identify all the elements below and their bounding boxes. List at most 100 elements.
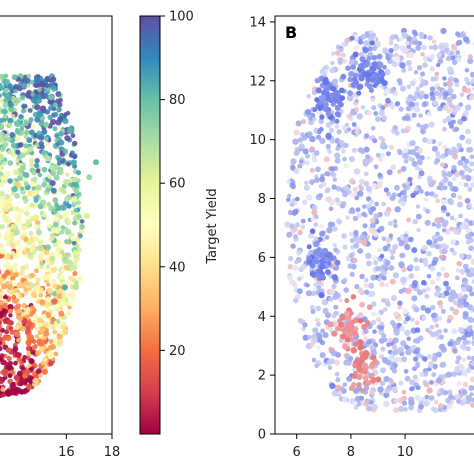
panel-b-cluster-point: [372, 83, 378, 88]
panel-b-x-ticks: 6 8 10: [293, 434, 413, 460]
panel-b-point: [375, 152, 381, 158]
panel-b-point: [397, 346, 404, 353]
panel-b-point: [357, 39, 364, 45]
panel-b-point: [380, 152, 385, 158]
panel-a-point: [27, 286, 32, 292]
panel-a-point: [52, 329, 58, 335]
panel-a-point: [61, 213, 68, 221]
panel-b-point: [433, 193, 439, 199]
panel-b-point: [311, 357, 317, 363]
panel-b-point: [468, 245, 474, 252]
panel-b-point: [388, 353, 395, 360]
panel-b-point: [425, 208, 431, 214]
panel-b-point: [399, 196, 404, 201]
panel-b-point: [426, 274, 432, 279]
panel-a-point: [27, 254, 34, 260]
panel-b-point: [371, 301, 377, 307]
panel-b-point: [447, 341, 453, 347]
panel-a-point: [3, 73, 9, 79]
panel-b-point: [466, 332, 472, 338]
panel-b-point: [454, 148, 460, 154]
panel-a-point: [0, 196, 1, 200]
panel-b-point: [433, 159, 439, 165]
panel-b-point: [388, 40, 394, 46]
panel-b-point: [284, 221, 291, 228]
panel-b-point: [456, 355, 462, 361]
panel-b-point: [465, 253, 472, 260]
panel-b-point: [429, 191, 435, 197]
panel-b-cluster-point: [361, 354, 369, 361]
panel-a-point: [72, 176, 79, 183]
panel-b-point: [324, 235, 330, 240]
panel-b-cluster-point: [306, 259, 312, 265]
panel-b-point: [469, 376, 474, 383]
panel-b-cluster-point: [377, 61, 384, 68]
panel-a-point: [15, 303, 21, 309]
panel-a-point: [33, 77, 40, 84]
panel-b-point: [296, 288, 303, 295]
panel-b-point: [426, 175, 433, 182]
panel-b-point: [442, 118, 448, 124]
panel-b-point: [386, 342, 391, 348]
panel-a-point: [62, 118, 69, 125]
panel-b-point: [413, 306, 420, 313]
panel-b-point: [342, 396, 349, 403]
panel-a-point: [16, 282, 23, 289]
panel-b-point: [327, 365, 333, 371]
panel-b-point: [437, 106, 443, 112]
panel-a-point: [26, 384, 32, 390]
panel-b-point: [466, 80, 471, 86]
panel-b-point: [370, 274, 377, 281]
panel-b-point: [333, 247, 338, 253]
panel-b-cluster-point: [362, 375, 369, 381]
panel-b-point: [414, 327, 421, 333]
panel-a-point: [37, 254, 43, 260]
panel-a-point: [29, 79, 34, 85]
panel-b-point: [381, 333, 387, 339]
panel-b-point: [431, 356, 438, 362]
panel-a-point: [47, 174, 52, 180]
panel-b-point: [337, 390, 343, 396]
panel-b-point: [392, 349, 399, 355]
panel-b-point: [419, 189, 424, 194]
panel-a-point: [0, 123, 1, 127]
panel-b-point: [301, 199, 308, 206]
panel-a-point: [48, 338, 54, 345]
panel-a-point: [1, 108, 7, 114]
panel-b-point: [423, 93, 429, 100]
panel-b-point: [409, 386, 414, 392]
panel-b-point: [463, 110, 470, 117]
panel-b-point: [388, 377, 394, 383]
panel-a-point: [23, 236, 29, 242]
panel-b-point: [297, 229, 303, 236]
panel-b-point: [456, 57, 462, 63]
panel-a-point: [18, 114, 24, 120]
panel-b-cluster-point: [309, 271, 316, 277]
panel-b-point: [287, 264, 293, 270]
panel-a-point: [0, 146, 6, 152]
panel-b-point: [404, 40, 410, 46]
panel-b-point: [428, 395, 435, 401]
panel-b-cluster-point: [356, 90, 362, 96]
panel-b-point: [403, 407, 408, 412]
panel-b-point: [402, 152, 409, 159]
panel-b-point: [431, 372, 437, 378]
panel-b-point: [400, 85, 406, 92]
panel-b-cluster-point: [322, 78, 330, 86]
panel-a-point: [50, 76, 57, 83]
panel-b-point: [462, 339, 469, 346]
panel-a-point: [67, 305, 72, 310]
panel-a-point: [52, 197, 59, 203]
panel-b-point: [394, 130, 400, 136]
panel-b-point: [423, 123, 429, 129]
panel-b-point: [350, 209, 356, 215]
panel-b-cluster-point: [365, 320, 371, 326]
panel-b-point: [365, 252, 372, 259]
panel-b-point: [353, 45, 360, 51]
panel-b-point: [449, 226, 455, 232]
panel-b-point: [298, 143, 305, 150]
panel-b-point: [453, 300, 458, 306]
panel-a-point: [19, 389, 25, 395]
panel-b-point: [398, 380, 404, 386]
panel-b-point: [325, 143, 331, 149]
